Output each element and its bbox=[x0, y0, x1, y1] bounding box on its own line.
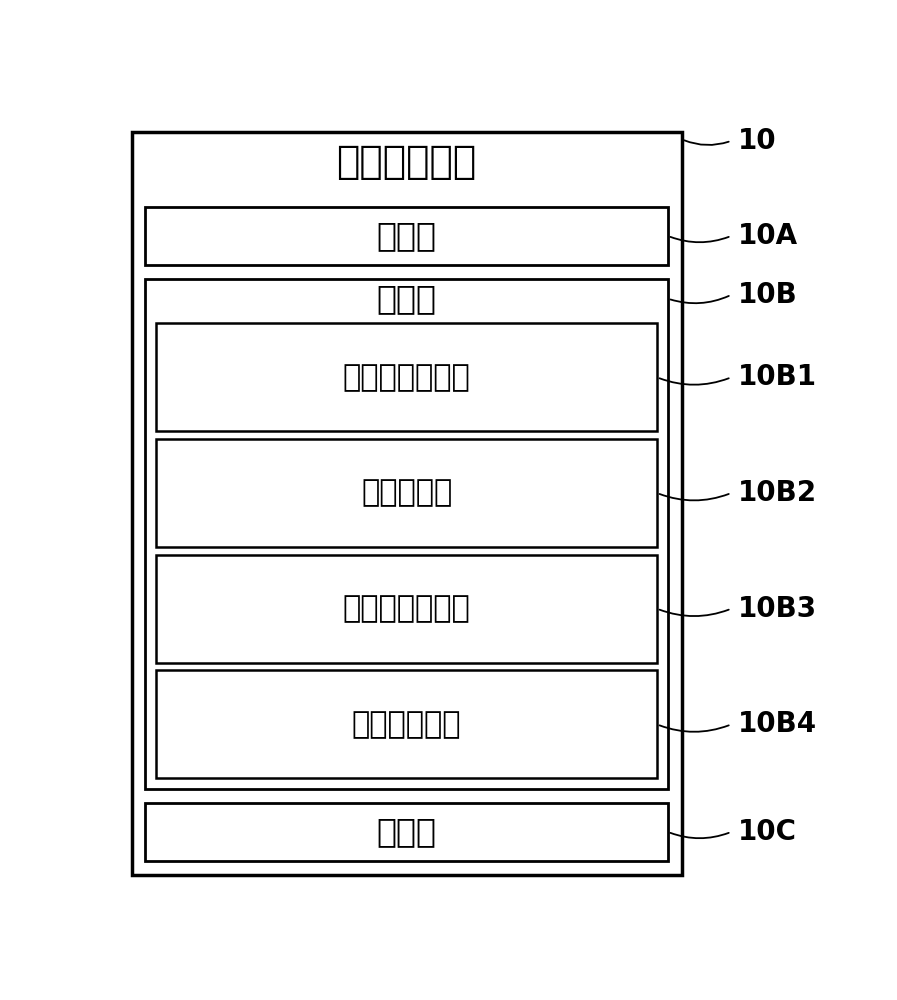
Text: 增益调节部: 增益调节部 bbox=[361, 478, 452, 507]
Text: 参考压力调节部: 参考压力调节部 bbox=[343, 594, 471, 623]
Bar bbox=[156, 555, 657, 663]
Text: 产生部: 产生部 bbox=[377, 282, 437, 315]
Bar bbox=[145, 803, 667, 861]
Text: 刺激频率计算部: 刺激频率计算部 bbox=[343, 363, 471, 392]
Text: 10: 10 bbox=[737, 127, 776, 155]
Text: 获取部: 获取部 bbox=[377, 219, 437, 252]
Bar bbox=[156, 323, 657, 431]
Text: 10B4: 10B4 bbox=[737, 710, 816, 738]
Text: 10B: 10B bbox=[737, 281, 797, 309]
Text: 10B1: 10B1 bbox=[737, 363, 816, 391]
Bar bbox=[132, 132, 682, 875]
Text: 血压控制设备: 血压控制设备 bbox=[336, 143, 476, 181]
Text: 10B3: 10B3 bbox=[737, 595, 816, 623]
Text: 10A: 10A bbox=[737, 222, 797, 250]
Text: 10B2: 10B2 bbox=[737, 479, 816, 507]
Bar bbox=[145, 279, 667, 789]
Bar bbox=[156, 670, 657, 778]
Bar bbox=[156, 439, 657, 547]
Text: 10C: 10C bbox=[737, 818, 797, 846]
Text: 初始值设定部: 初始值设定部 bbox=[352, 710, 461, 739]
Bar bbox=[145, 207, 667, 265]
Text: 供应部: 供应部 bbox=[377, 815, 437, 848]
